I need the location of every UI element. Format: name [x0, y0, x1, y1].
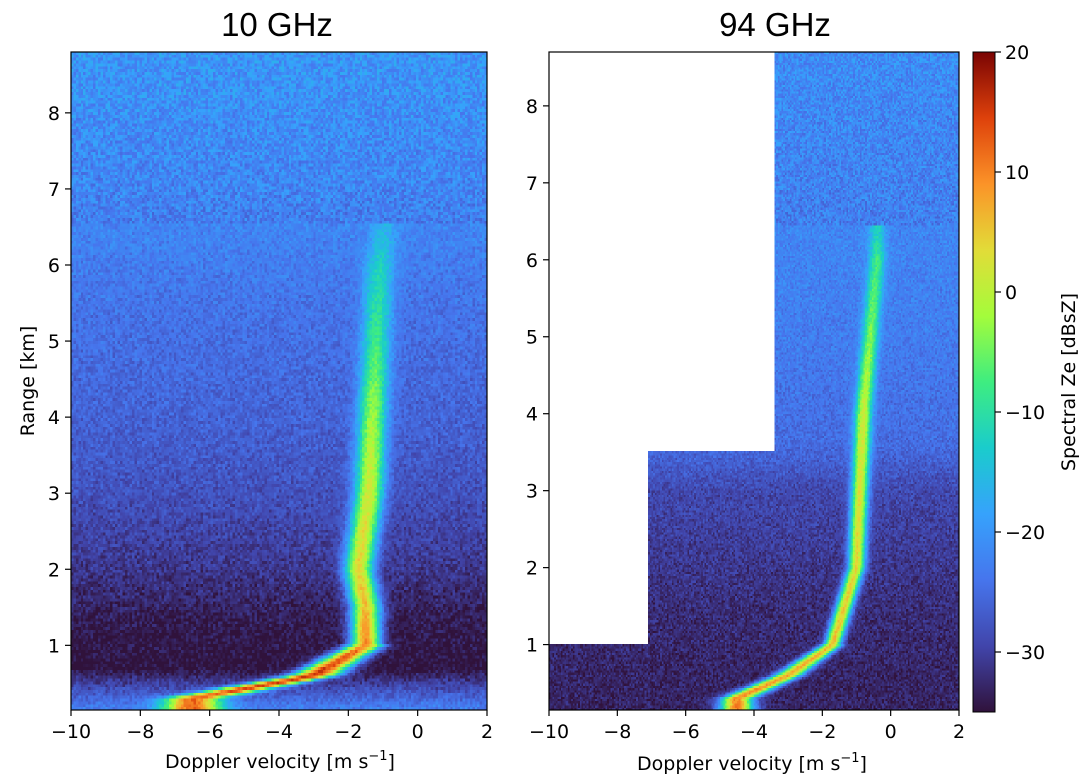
panel-1-heatmap	[549, 52, 959, 710]
colorbar: 20 10 0 −10 −20 −30 Spectral Ze [dBsZ]	[972, 42, 1080, 713]
y-tick-label: 1	[526, 635, 538, 657]
x-tick-label: −8	[603, 721, 631, 743]
panel-10ghz-ylabel: Range [km]	[17, 326, 39, 437]
panel-10ghz-axes: −10 −8 −6 −4 −2 0 2 1 2 3 4 5 6 7 8	[48, 103, 493, 743]
y-tick-label: 4	[526, 404, 538, 426]
x-tick-label: 2	[953, 721, 965, 743]
y-tick-label: 5	[48, 331, 60, 353]
panel-94ghz-xlabel: Doppler velocity [m s−1]	[637, 751, 867, 775]
panel-94ghz: 94 GHz −10 −8 −6 −4 −2 0 2 1 2 3 4 5 6 7 8 Doppler vel…	[526, 6, 965, 775]
y-tick-label: 7	[48, 179, 60, 201]
colorbar-tick-label: 0	[1005, 282, 1017, 304]
x-tick-label: −4	[265, 721, 293, 743]
y-tick-label: 6	[48, 255, 60, 277]
x-tick-label: 0	[412, 721, 424, 743]
x-tick-label: −6	[672, 721, 700, 743]
y-tick-label: 2	[526, 558, 538, 580]
x-tick-label: −2	[808, 721, 836, 743]
panel-94ghz-plot-area	[549, 52, 959, 710]
x-tick-label: 0	[885, 721, 897, 743]
panel-10ghz-xlabel: Doppler velocity [m s−1]	[165, 749, 395, 773]
colorbar-tick-label: −10	[1005, 402, 1045, 424]
y-tick-label: 3	[526, 481, 538, 503]
colorbar-tick-label: 10	[1005, 162, 1029, 184]
colorbar-label: Spectral Ze [dBsZ]	[1058, 293, 1080, 471]
x-tick-label: −2	[334, 721, 362, 743]
colorbar-frame	[972, 51, 996, 713]
y-tick-label: 3	[48, 483, 60, 505]
x-tick-label: −4	[740, 721, 768, 743]
x-tick-label: −10	[51, 721, 91, 743]
x-tick-label: 2	[481, 721, 493, 743]
y-tick-label: 7	[526, 173, 538, 195]
colorbar-axis: 20 10 0 −10 −20 −30	[995, 42, 1045, 664]
panel-94ghz-title: 94 GHz	[719, 6, 831, 43]
x-tick-label: −8	[126, 721, 154, 743]
y-tick-label: 8	[526, 96, 538, 118]
colorbar-tick-label: 20	[1005, 42, 1029, 64]
colorbar-tick-label: −20	[1005, 522, 1045, 544]
panel-94ghz-axes: −10 −8 −6 −4 −2 0 2 1 2 3 4 5 6 7 8	[526, 96, 965, 743]
panel-10ghz-title: 10 GHz	[221, 6, 333, 43]
x-tick-label: −6	[196, 721, 224, 743]
y-tick-label: 5	[526, 327, 538, 349]
colorbar-tick-label: −30	[1005, 642, 1045, 664]
y-tick-label: 2	[48, 559, 60, 581]
panel-10ghz: 10 GHz −10 −8 −6 −4 −2 0 2 1 2 3 4 5 6 7 8 Doppler vel…	[17, 6, 493, 773]
y-tick-label: 8	[48, 103, 60, 125]
colorbar-gradient	[973, 52, 995, 712]
y-tick-label: 6	[526, 250, 538, 272]
panel-0-heatmap	[71, 52, 487, 710]
y-tick-label: 1	[48, 635, 60, 657]
y-tick-label: 4	[48, 407, 60, 429]
x-tick-label: −10	[529, 721, 569, 743]
panel-10ghz-plot-area	[71, 52, 487, 710]
